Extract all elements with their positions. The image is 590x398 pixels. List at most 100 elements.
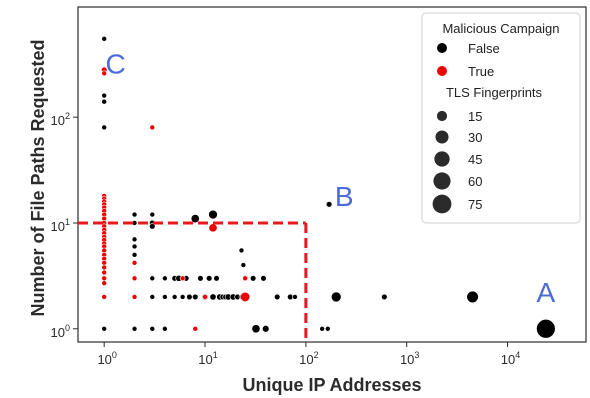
legend: Malicious Campaign False True TLS Fingerp… <box>421 12 581 224</box>
legend-label-true: True <box>468 64 494 79</box>
data-point-true <box>101 260 107 266</box>
data-point-false <box>240 262 247 268</box>
data-point-false <box>206 275 213 282</box>
legend-size-title: TLS Fingerprints <box>446 85 543 100</box>
data-point-false <box>251 324 261 334</box>
x-tick-label: 102 <box>299 350 318 367</box>
data-point-false <box>149 275 156 282</box>
data-point-true <box>101 294 107 300</box>
legend-hue-entries: False True <box>437 41 500 79</box>
y-tick-label: 102 <box>51 111 70 128</box>
legend-size-marker <box>434 151 450 167</box>
data-point-true <box>192 325 199 332</box>
annotation-b: B <box>335 181 354 212</box>
data-point-true <box>149 124 156 131</box>
legend-size-label: 60 <box>468 174 482 189</box>
x-axis-ticks: 100 101 102 103 104 <box>97 342 520 367</box>
data-point-false <box>330 291 342 303</box>
legend-marker-false <box>437 43 447 53</box>
data-point-false <box>319 325 325 332</box>
data-point-false <box>262 325 270 333</box>
data-point-true <box>101 264 107 271</box>
data-point-false <box>149 294 156 300</box>
data-point-true <box>202 294 208 300</box>
data-point-false <box>274 293 281 301</box>
threshold-lines <box>78 221 308 342</box>
x-axis-label: Unique IP Addresses <box>242 375 421 395</box>
data-point-false <box>101 325 107 332</box>
data-point-true <box>242 275 248 282</box>
data-point-true <box>101 275 107 282</box>
data-point-false <box>208 209 218 220</box>
data-point-false <box>190 214 200 224</box>
data-point-false <box>131 211 138 218</box>
data-point-true <box>179 275 186 282</box>
y-axis-label: Number of File Paths Requested <box>28 39 48 316</box>
data-point-true <box>208 223 218 233</box>
data-point-false <box>192 293 199 301</box>
y-tick-label: 101 <box>51 217 70 234</box>
data-point-false <box>466 290 479 304</box>
data-point-false <box>101 92 107 99</box>
data-point-false <box>292 294 298 300</box>
y-tick-label: 100 <box>51 323 70 340</box>
data-point-false <box>162 275 168 282</box>
data-point-false <box>101 36 107 42</box>
legend-size-label: 75 <box>468 197 482 212</box>
data-point-false <box>101 98 107 105</box>
data-point-true <box>101 280 107 286</box>
data-point-false <box>131 252 138 258</box>
legend-size-marker <box>435 130 449 144</box>
legend-size-label: 15 <box>468 109 482 124</box>
data-point-false <box>324 325 331 332</box>
data-point-false <box>131 243 138 250</box>
annotations: A B C <box>106 48 556 307</box>
data-point-false <box>197 275 204 282</box>
legend-box <box>421 12 581 224</box>
data-point-false <box>171 294 178 300</box>
legend-size-marker <box>436 110 448 122</box>
x-tick-label: 100 <box>97 350 116 367</box>
legend-size-entries: 15 30 45 60 75 <box>432 109 482 214</box>
data-point-false <box>149 223 156 230</box>
scatter-points <box>101 36 556 339</box>
legend-size-label: 30 <box>468 130 482 145</box>
data-point-false <box>149 325 156 332</box>
data-point-true <box>131 260 138 266</box>
x-tick-label: 101 <box>198 350 217 367</box>
data-point-true <box>131 294 138 300</box>
data-point-false <box>149 211 156 218</box>
data-point-false <box>179 294 186 300</box>
data-point-false <box>260 275 267 282</box>
annotation-a: A <box>537 277 556 308</box>
legend-hue-title: Malicious Campaign <box>442 21 559 36</box>
data-point-false <box>238 247 245 254</box>
data-point-true <box>101 269 107 276</box>
data-point-false <box>213 275 220 282</box>
data-point-false <box>162 294 168 300</box>
data-point-false <box>325 201 333 208</box>
annotation-c: C <box>106 48 126 79</box>
data-point-false <box>131 236 138 243</box>
x-tick-label: 104 <box>501 350 520 367</box>
data-point-false <box>186 293 193 301</box>
legend-size-label: 45 <box>468 152 482 167</box>
data-point-false <box>101 124 107 131</box>
data-point-false <box>536 319 556 339</box>
y-axis-ticks: 100 101 102 <box>51 111 78 340</box>
x-tick-label: 103 <box>400 350 419 367</box>
data-point-true <box>131 275 138 282</box>
legend-size-marker <box>433 172 451 190</box>
plot-frame <box>77 6 587 343</box>
data-point-false <box>381 293 388 301</box>
data-point-false <box>162 325 168 332</box>
legend-label-false: False <box>468 41 500 56</box>
data-point-true <box>101 70 107 77</box>
data-point-false <box>249 275 257 282</box>
legend-marker-true <box>437 66 447 76</box>
data-point-false <box>131 325 138 332</box>
legend-size-marker <box>432 194 452 214</box>
data-point-false <box>209 293 217 301</box>
